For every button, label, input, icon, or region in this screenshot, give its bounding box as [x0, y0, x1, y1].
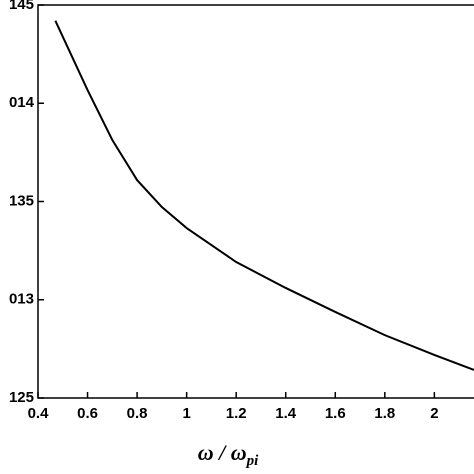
x-axis-label-main: ω / ω: [198, 440, 247, 465]
x-tick-label: 0.6: [77, 405, 98, 422]
x-tick-label: 1.6: [325, 405, 346, 422]
x-tick-label: 0.4: [28, 405, 50, 422]
y-tick-label: 145: [9, 0, 34, 13]
x-axis-label-sub: pi: [245, 453, 260, 469]
curve: [54, 20, 474, 371]
x-tick-label: 1: [182, 405, 190, 422]
y-tick-label: 014: [9, 94, 35, 111]
plot-frame: [37, 4, 474, 399]
y-tick-label: 013: [9, 291, 34, 308]
x-axis-label: ω / ωpi: [198, 440, 259, 469]
y-tick-label: 135: [9, 192, 34, 209]
y-tick-label: 125: [9, 389, 34, 406]
x-tick-label: 1.2: [226, 405, 247, 422]
x-tick-label: 1.8: [374, 405, 395, 422]
x-tick-label: 1.4: [275, 405, 297, 422]
x-tick-label: 0.8: [127, 405, 148, 422]
x-tick-label: 2: [430, 405, 438, 422]
